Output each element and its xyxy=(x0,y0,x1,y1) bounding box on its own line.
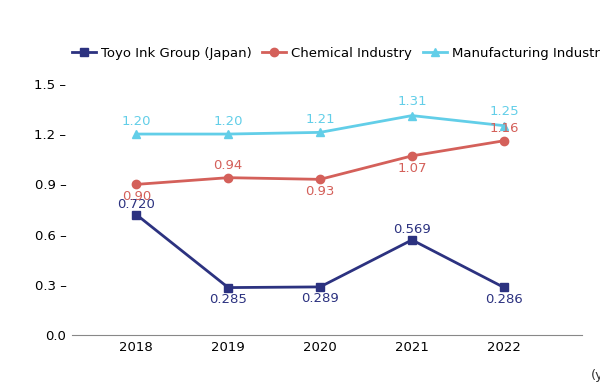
Text: 1.16: 1.16 xyxy=(489,122,518,135)
Line: Toyo Ink Group (Japan): Toyo Ink Group (Japan) xyxy=(132,211,508,292)
Toyo Ink Group (Japan) xyxy=(133,212,140,217)
Text: 1.20: 1.20 xyxy=(122,115,151,128)
Chemical Industry xyxy=(317,177,324,182)
Manufacturing Industry xyxy=(317,130,324,135)
Line: Manufacturing Industry: Manufacturing Industry xyxy=(132,112,508,138)
Chemical Industry xyxy=(409,154,416,158)
Chemical Industry xyxy=(224,176,232,180)
Text: (year): (year) xyxy=(591,369,600,381)
Toyo Ink Group (Japan) xyxy=(500,285,508,290)
Chemical Industry xyxy=(500,138,508,143)
Manufacturing Industry xyxy=(500,123,508,128)
Text: 1.20: 1.20 xyxy=(214,115,243,128)
Legend: Toyo Ink Group (Japan), Chemical Industry, Manufacturing Industry: Toyo Ink Group (Japan), Chemical Industr… xyxy=(72,47,600,60)
Chemical Industry xyxy=(133,182,140,187)
Toyo Ink Group (Japan) xyxy=(224,285,232,290)
Line: Chemical Industry: Chemical Industry xyxy=(132,136,508,188)
Text: 0.93: 0.93 xyxy=(305,185,335,199)
Toyo Ink Group (Japan) xyxy=(409,238,416,242)
Text: 0.285: 0.285 xyxy=(209,293,247,306)
Text: 0.289: 0.289 xyxy=(301,292,339,305)
Manufacturing Industry xyxy=(133,132,140,136)
Text: 0.569: 0.569 xyxy=(393,223,431,236)
Text: 0.720: 0.720 xyxy=(118,198,155,211)
Text: 1.07: 1.07 xyxy=(397,162,427,175)
Text: 0.90: 0.90 xyxy=(122,190,151,204)
Text: 1.25: 1.25 xyxy=(489,105,519,118)
Toyo Ink Group (Japan) xyxy=(317,285,324,289)
Text: 0.286: 0.286 xyxy=(485,292,523,306)
Text: 1.21: 1.21 xyxy=(305,113,335,126)
Manufacturing Industry xyxy=(224,132,232,136)
Text: 0.94: 0.94 xyxy=(214,159,243,172)
Text: 1.31: 1.31 xyxy=(397,95,427,108)
Manufacturing Industry xyxy=(409,113,416,118)
